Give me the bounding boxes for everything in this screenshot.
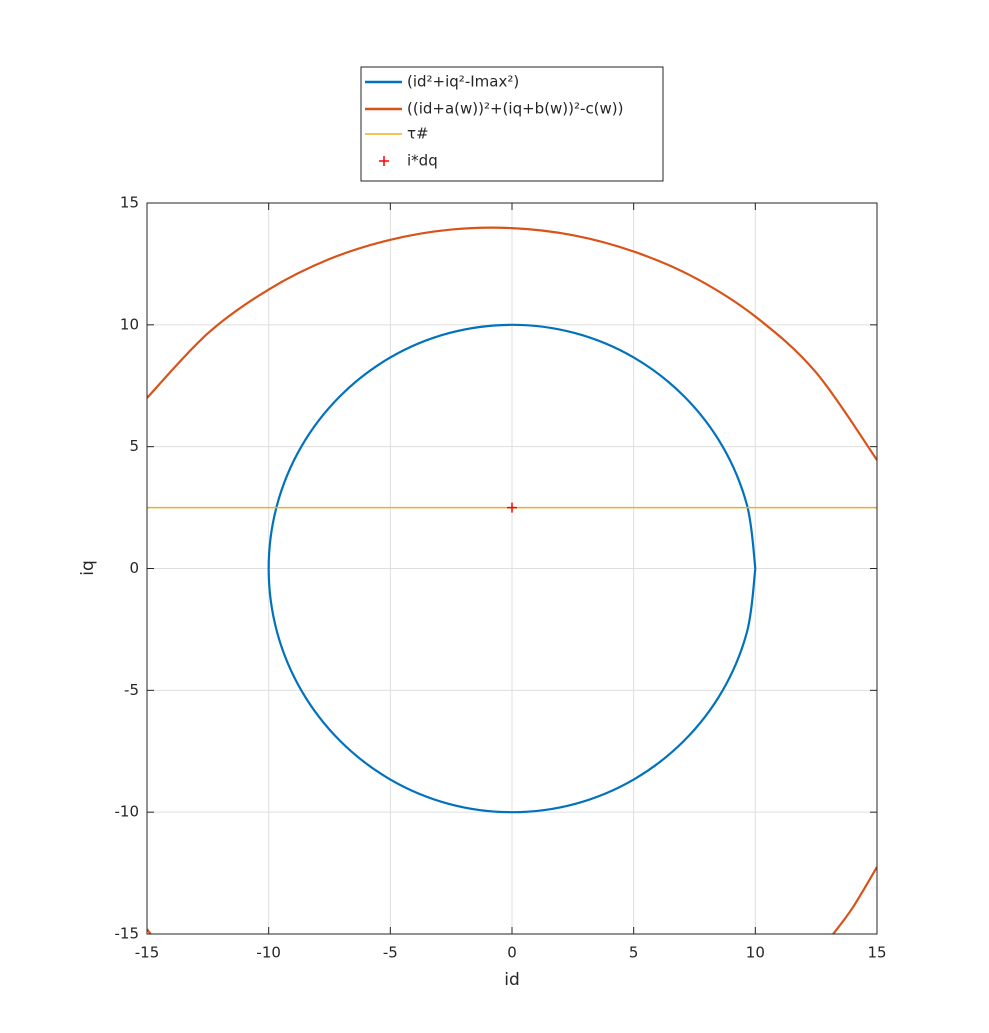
x-axis-label: id bbox=[504, 970, 520, 990]
y-tick-label: 5 bbox=[129, 437, 139, 455]
y-tick-label: 15 bbox=[120, 194, 139, 212]
legend-box bbox=[360, 66, 664, 182]
x-tick-label: 0 bbox=[507, 944, 517, 962]
x-tick-label: -15 bbox=[135, 944, 160, 962]
legend-marker bbox=[379, 156, 389, 166]
x-tick-label: -5 bbox=[383, 944, 398, 962]
legend-label: (id²+iq²-Imax²) bbox=[407, 73, 519, 91]
legend-label: i*dq bbox=[407, 152, 438, 170]
x-tick-label: 5 bbox=[629, 944, 639, 962]
series-line bbox=[267, 323, 757, 814]
y-tick-label: -15 bbox=[115, 925, 140, 943]
y-tick-label: -5 bbox=[124, 681, 139, 699]
ticks: -15 -10 -5 0 5 10 15 -15 -10 -5 0 5 10 15 bbox=[115, 194, 887, 962]
curves bbox=[147, 226, 877, 934]
y-tick-label: 10 bbox=[120, 315, 139, 333]
legend-label: τ# bbox=[407, 125, 429, 143]
x-tick-label: 15 bbox=[867, 944, 886, 962]
x-tick-label: 10 bbox=[746, 944, 765, 962]
x-tick-label: -10 bbox=[256, 944, 281, 962]
marker bbox=[507, 502, 517, 513]
y-tick-label: 0 bbox=[129, 559, 139, 577]
legend-label: ((id+a(w))²+(iq+b(w))²-c(w)) bbox=[407, 100, 624, 118]
y-tick-label: -10 bbox=[115, 803, 140, 821]
series-line bbox=[147, 226, 877, 934]
legend: (id²+iq²-Imax²) ((id+a(w))²+(iq+b(w))²-c(… bbox=[360, 66, 664, 182]
y-axis-label: iq bbox=[78, 560, 98, 576]
